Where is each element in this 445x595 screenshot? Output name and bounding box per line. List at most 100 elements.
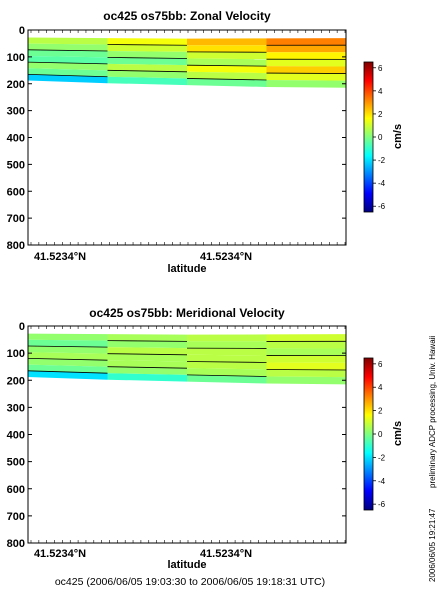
data-cell [28,49,108,58]
contour-line [27,73,108,78]
contour-line [107,69,188,73]
data-cell [107,366,187,375]
data-cell [107,57,187,66]
y-tick-label: 200 [7,375,25,387]
contour-line [107,57,188,59]
data-cell [266,355,346,363]
contour-line [27,49,108,52]
colorbar-tick-label: -6 [378,500,386,509]
data-cell [266,73,346,81]
y-tick-label: 300 [7,402,25,414]
data-cell [28,37,108,45]
x-tick-label: 41.5234°N [200,548,252,560]
y-tick-label: 600 [7,186,25,198]
data-cell [107,50,187,59]
data-cell [187,368,267,377]
y-tick-label: 700 [7,511,25,523]
data-cell [266,348,346,356]
colorbar: 6 4 2 0 -2 -4 -6 cm/s [363,357,404,511]
zonal-velocity-panel: oc425 os75bb: Zonal Velocity 0 100 200 300 4… [7,9,404,275]
colorbar: 6 4 2 0 -2 -4 -6 cm/s [363,61,404,213]
data-cell [187,334,267,342]
data-cell [266,80,346,88]
x-tick-label: 41.5234°N [200,251,252,263]
contour-line [27,345,108,348]
contour-line [266,369,347,371]
colorbar-tick-label: 6 [378,64,383,73]
data-cell [28,62,108,71]
colorbar-tick-label: 2 [378,110,383,119]
colorbar-label: cm/s [392,421,404,446]
data-cell [266,38,346,46]
y-tick-label: 100 [7,52,25,64]
contour-line [186,64,267,67]
data-cell [187,71,267,81]
contour-line [27,61,108,65]
x-tick-label: 41.5234°N [34,548,86,560]
colorbar-tick-label: 6 [378,360,383,369]
data-cell [28,358,108,367]
data-cell [187,354,267,363]
meridional-velocity-panel: oc425 os75bb: Meridional Velocity 0 100 20… [7,306,404,571]
y-tick-label: 600 [7,484,25,496]
colorbar-tick-label: 0 [378,430,383,439]
contour-line [107,353,188,356]
data-cell [28,352,108,361]
data-cell [187,38,267,46]
x-axis-label: latitude [167,263,206,275]
data-cell [28,370,108,380]
data-cell [187,58,267,67]
data-cell [28,43,108,51]
data-cell [107,373,187,382]
data-cell [28,55,108,64]
chart-title: oc425 os75bb: Meridional Velocity [89,306,285,320]
colorbar-tick-label: 4 [378,383,383,392]
colorbar-tick-label: -6 [378,202,386,211]
data-cell [187,361,267,370]
data-cell [266,59,346,67]
colorbar-tick-label: -4 [378,477,386,486]
y-tick-label: 100 [7,348,25,360]
x-axis-label: latitude [167,559,206,571]
footer-caption: oc425 (2006/06/05 19:03:30 to 2006/06/05… [55,576,325,588]
data-cell [28,345,108,354]
data-cell [266,45,346,53]
colorbar-tick-label: 0 [378,133,383,142]
contour-line [27,370,108,374]
contour-line [27,357,108,361]
y-tick-label: 300 [7,106,25,118]
contour-line [107,44,188,46]
data-cell [187,348,267,356]
y-tick-label: 400 [7,430,25,442]
y-tick-label: 500 [7,457,25,469]
colorbar-gradient [363,61,374,213]
data-cell [266,52,346,60]
data-cell [187,45,267,53]
data-cell [187,374,267,384]
y-tick-label: 200 [7,79,25,91]
data-cell [187,78,267,87]
y-tick-label: 400 [7,133,25,145]
data-cell [107,347,187,355]
colorbar-tick-label: -4 [378,179,386,188]
colorbar-tick-label: -2 [378,156,386,165]
side-note: preliminary ADCP processing, Univ. Hawai… [428,336,437,488]
chart-title: oc425 os75bb: Zonal Velocity [103,9,271,23]
data-cell [107,340,187,349]
y-tick-label: 500 [7,159,25,171]
data-cell [28,339,108,348]
data-cell [107,76,187,86]
y-tick-label: 0 [19,25,25,37]
y-tick-label: 0 [19,321,25,333]
contour-line [186,78,267,81]
data-cell [187,341,267,349]
y-tick-label: 700 [7,213,25,225]
data-cell [107,70,187,79]
data-cell [187,65,267,74]
colorbar-label: cm/s [392,124,404,149]
colorbar-tick-label: 4 [378,87,383,96]
data-cell [266,66,346,74]
x-tick-label: 41.5234°N [34,251,86,263]
colorbar-gradient [363,357,374,511]
